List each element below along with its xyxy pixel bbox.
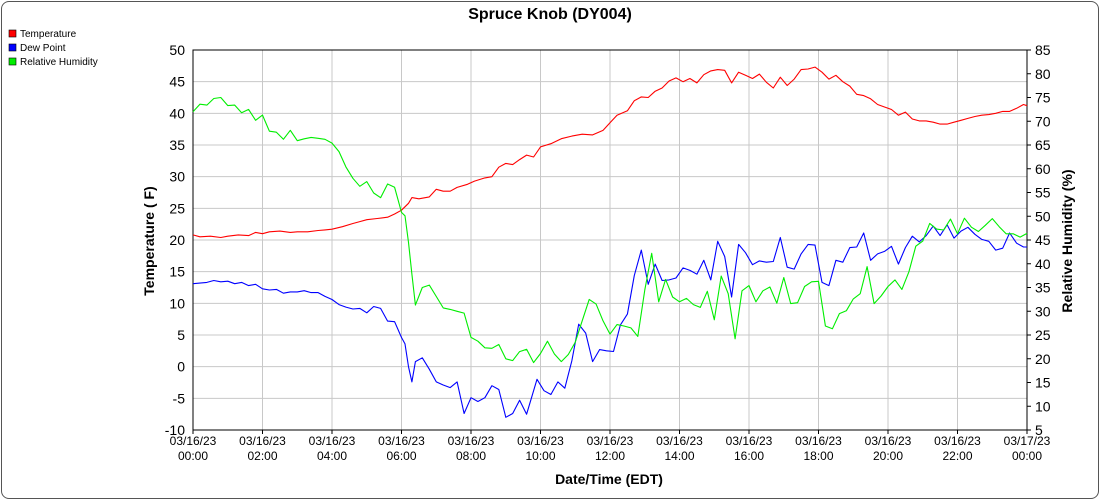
y-axis-right-title: Relative Humidity (%)	[1059, 169, 1075, 312]
x-tick-time-label: 20:00	[873, 449, 903, 463]
y-right-tick-label: 35	[1035, 280, 1051, 296]
y-right-tick-label: 70	[1035, 113, 1051, 129]
x-tick-time-label: 06:00	[386, 449, 416, 463]
x-tick-date-label: 03/16/23	[239, 434, 286, 448]
x-tick-time-label: 22:00	[942, 449, 972, 463]
x-tick-time-label: 12:00	[595, 449, 625, 463]
plot-area-border	[192, 49, 1028, 431]
y-left-tick-label: 30	[169, 169, 185, 185]
y-right-tick-label: 65	[1035, 137, 1051, 153]
legend-label-temperature: Temperature	[20, 29, 77, 40]
y-right-tick-label: 75	[1035, 90, 1051, 106]
y-right-tick-label: 85	[1035, 42, 1051, 58]
x-axis-title: Date/Time (EDT)	[555, 471, 663, 487]
x-tick-date-label: 03/17/23	[1004, 434, 1051, 448]
series-line-temperature	[192, 66, 1028, 239]
legend-label-dew-point: Dew Point	[20, 43, 66, 54]
y-left-tick-label: 40	[169, 105, 185, 121]
x-tick-time-label: 08:00	[456, 449, 486, 463]
x-tick-time-label: 14:00	[664, 449, 694, 463]
axis-layer: -10 -5 0 5 10 15 20 25 30 35 40 45 50 5 10 15 20 25 30 35 40…	[165, 42, 1051, 463]
x-tick-time-label: 10:00	[525, 449, 555, 463]
x-tick-date-label: 03/16/23	[309, 434, 356, 448]
series-line-dew-point	[192, 224, 1027, 418]
x-tick-time-label: 00:00	[178, 449, 208, 463]
x-tick-date-label: 03/16/23	[517, 434, 564, 448]
y-right-tick-label: 5	[1035, 422, 1043, 438]
y-right-tick-label: 80	[1035, 66, 1051, 82]
y-right-tick-label: 55	[1035, 185, 1051, 201]
y-axis-left-title: Temperature ( F)	[141, 186, 157, 295]
x-tick-time-label: 02:00	[247, 449, 277, 463]
y-left-tick-label: 50	[169, 42, 185, 58]
x-tick-date-label: 03/16/23	[448, 434, 495, 448]
y-right-tick-label: 15	[1035, 375, 1051, 391]
chart-title: Spruce Knob (DY004)	[468, 6, 632, 23]
x-tick-date-label: 03/16/23	[934, 434, 981, 448]
y-left-tick-label: 10	[169, 295, 185, 311]
x-tick-date-label: 03/16/23	[795, 434, 842, 448]
y-left-tick-label: -10	[165, 422, 185, 438]
y-right-tick-label: 25	[1035, 327, 1051, 343]
y-right-tick-label: 20	[1035, 351, 1051, 367]
x-tick-time-label: 16:00	[734, 449, 764, 463]
x-tick-date-label: 03/16/23	[170, 434, 217, 448]
y-left-tick-label: 35	[169, 137, 185, 153]
legend-swatch-dew-point	[8, 43, 17, 52]
legend: Temperature Dew Point Relative Humidity	[8, 29, 98, 68]
y-left-tick-label: 15	[169, 264, 185, 280]
y-right-tick-label: 45	[1035, 232, 1051, 248]
y-right-tick-label: 60	[1035, 161, 1051, 177]
x-tick-time-label: 18:00	[803, 449, 833, 463]
grid-layer	[192, 49, 1028, 431]
legend-label-relative-humidity: Relative Humidity	[20, 57, 98, 68]
legend-swatch-temperature	[8, 29, 17, 38]
y-left-tick-label: 25	[169, 200, 185, 216]
y-right-tick-label: 40	[1035, 256, 1051, 272]
series-line-relative-humidity	[192, 96, 1028, 364]
y-right-tick-label: 10	[1035, 398, 1051, 414]
legend-swatch-relative-humidity	[8, 57, 17, 66]
y-left-tick-label: -5	[173, 390, 186, 406]
y-left-tick-label: 20	[169, 232, 185, 248]
y-left-tick-label: 5	[177, 327, 185, 343]
x-tick-time-label: 00:00	[1012, 449, 1042, 463]
x-tick-date-label: 03/16/23	[865, 434, 912, 448]
y-right-tick-label: 30	[1035, 303, 1051, 319]
y-right-tick-label: 50	[1035, 208, 1051, 224]
y-left-tick-label: 45	[169, 74, 185, 90]
series-layer	[192, 66, 1028, 418]
x-tick-time-label: 04:00	[317, 449, 347, 463]
x-tick-date-label: 03/16/23	[587, 434, 634, 448]
x-tick-date-label: 03/16/23	[378, 434, 425, 448]
x-tick-date-label: 03/16/23	[726, 434, 773, 448]
y-left-tick-label: 0	[177, 359, 185, 375]
x-tick-date-label: 03/16/23	[656, 434, 703, 448]
